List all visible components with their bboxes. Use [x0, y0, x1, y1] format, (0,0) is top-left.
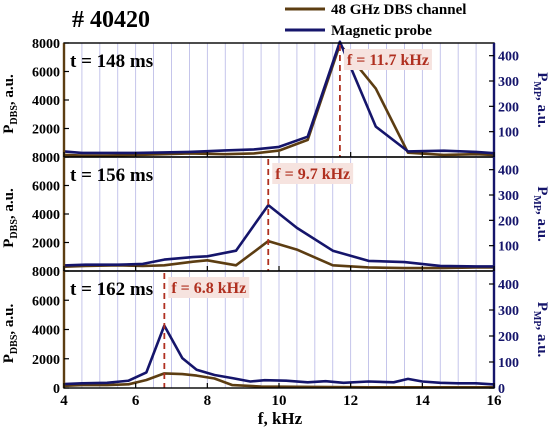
left-tick-label: 8000 [32, 151, 60, 166]
right-tick-label: 400 [498, 278, 519, 293]
x-tick-label: 4 [60, 393, 68, 409]
time-label: t = 162 ms [70, 279, 153, 300]
mp-series-line [63, 324, 495, 386]
panel-2: 8000 6000 4000 2000 400 300 200 100 t = 156 ms f … [1, 151, 550, 272]
right-axis-label: PMP, a.u. [531, 302, 550, 358]
right-tick-label: 100 [498, 126, 519, 141]
left-tick-label: 2000 [32, 353, 60, 368]
left-tick-label: 6000 [32, 66, 60, 81]
right-tick-label: 300 [498, 189, 519, 204]
right-tick-label: 400 [498, 50, 519, 65]
left-tick-label: 8000 [32, 37, 60, 52]
panel-3: 8000 6000 4000 2000 0 400 300 200 100 0 t = 162 ms… [1, 265, 550, 409]
time-label: t = 156 ms [70, 165, 153, 186]
legend-label-dbs: 48 GHz DBS channel [331, 2, 466, 18]
x-tick-label: 10 [272, 393, 287, 409]
panel-1: 8000 6000 4000 2000 400 300 200 100 t = 148 ms f … [1, 37, 550, 158]
left-tick-label: 0 [53, 382, 60, 397]
left-tick-label: 2000 [32, 237, 60, 252]
left-tick-label: 6000 [32, 180, 60, 195]
peak-label: f = 6.8 kHz [171, 280, 246, 297]
left-tick-label: 4000 [32, 208, 60, 223]
mp-series-line [63, 40, 495, 155]
left-tick-label: 4000 [32, 324, 60, 339]
right-tick-label: 300 [498, 304, 519, 319]
mp-series-line [63, 203, 494, 268]
right-tick-label: 300 [498, 75, 519, 90]
right-axis-label: PMP, a.u. [531, 186, 550, 242]
left-tick-label: 8000 [32, 265, 60, 280]
right-tick-label: 100 [498, 240, 519, 255]
x-tick-label: 12 [343, 393, 358, 409]
peak-label-bg [272, 163, 354, 184]
right-tick-label: 400 [498, 164, 519, 179]
right-tick-label: 100 [498, 356, 519, 371]
left-tick-label: 4000 [32, 94, 60, 109]
peak-label: f = 9.7 kHz [275, 166, 350, 183]
left-axis-label: PDBS, a.u. [1, 304, 20, 364]
peak-label-bg [168, 277, 250, 298]
dbs-series-line [63, 43, 495, 157]
right-tick-label: 200 [498, 330, 519, 345]
x-tick-label: 16 [487, 393, 503, 409]
right-tick-label: 0 [498, 382, 505, 397]
time-label: t = 148 ms [70, 51, 153, 72]
left-axis-label: PDBS, a.u. [1, 188, 20, 248]
dbs-series-line [63, 372, 494, 389]
x-tick-label: 6 [132, 393, 140, 409]
x-tick-label: 8 [204, 393, 212, 409]
right-tick-label: 200 [498, 214, 519, 229]
legend-label-mp: Magnetic probe [331, 23, 432, 39]
peak-label-bg [343, 49, 432, 70]
left-tick-label: 2000 [32, 123, 60, 138]
left-tick-label: 6000 [32, 294, 60, 309]
shot-label: # 40420 [72, 7, 150, 33]
legend: 48 GHz DBS channel Magnetic probe [285, 2, 466, 39]
right-axis-label: PMP, a.u. [531, 72, 550, 128]
peak-label: f = 11.7 kHz [347, 52, 429, 69]
left-axis-label: PDBS, a.u. [1, 74, 20, 134]
x-tick-label: 14 [415, 393, 431, 409]
x-axis-label: f, kHz [258, 409, 303, 428]
right-tick-label: 200 [498, 100, 519, 115]
